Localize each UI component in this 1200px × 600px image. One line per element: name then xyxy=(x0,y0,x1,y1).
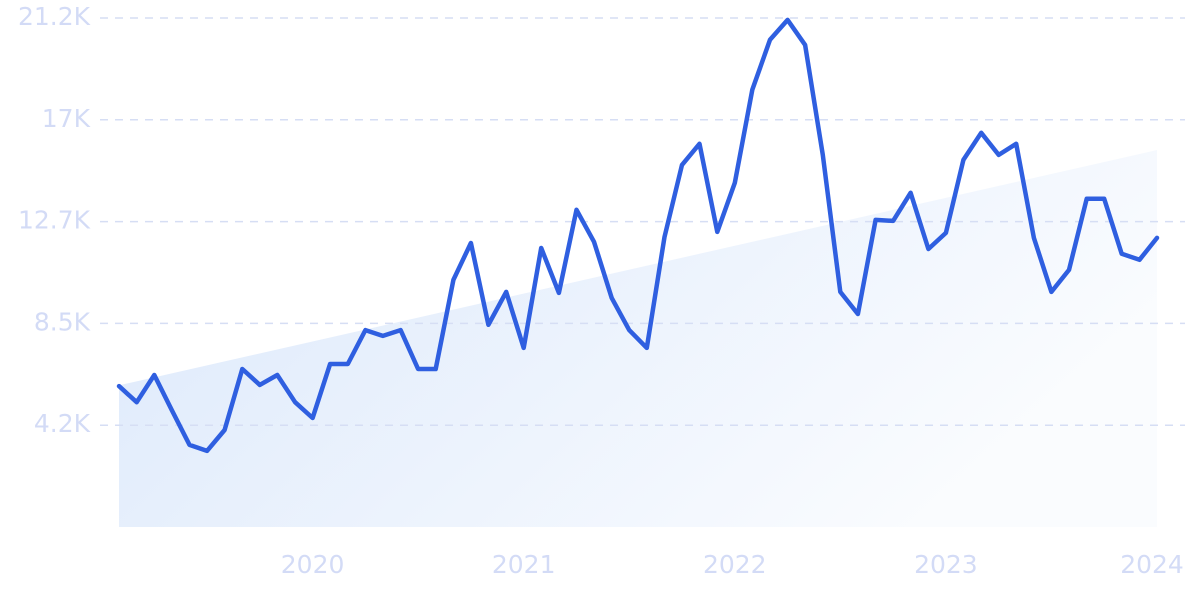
y-tick-label: 12.7K xyxy=(18,206,91,235)
line xyxy=(116,17,1160,454)
x-tick-label: 2024 xyxy=(1120,550,1184,579)
y-tick-label: 21.2K xyxy=(18,2,91,31)
y-tick-label: 8.5K xyxy=(34,307,91,336)
y-tick-label: 17K xyxy=(42,104,91,133)
x-tick-label: 2021 xyxy=(492,550,556,579)
x-tick-label: 2020 xyxy=(281,550,345,579)
x-tick-label: 2023 xyxy=(914,550,978,579)
x-tick-label: 2022 xyxy=(703,550,767,579)
y-tick-label: 4.2K xyxy=(34,409,91,438)
